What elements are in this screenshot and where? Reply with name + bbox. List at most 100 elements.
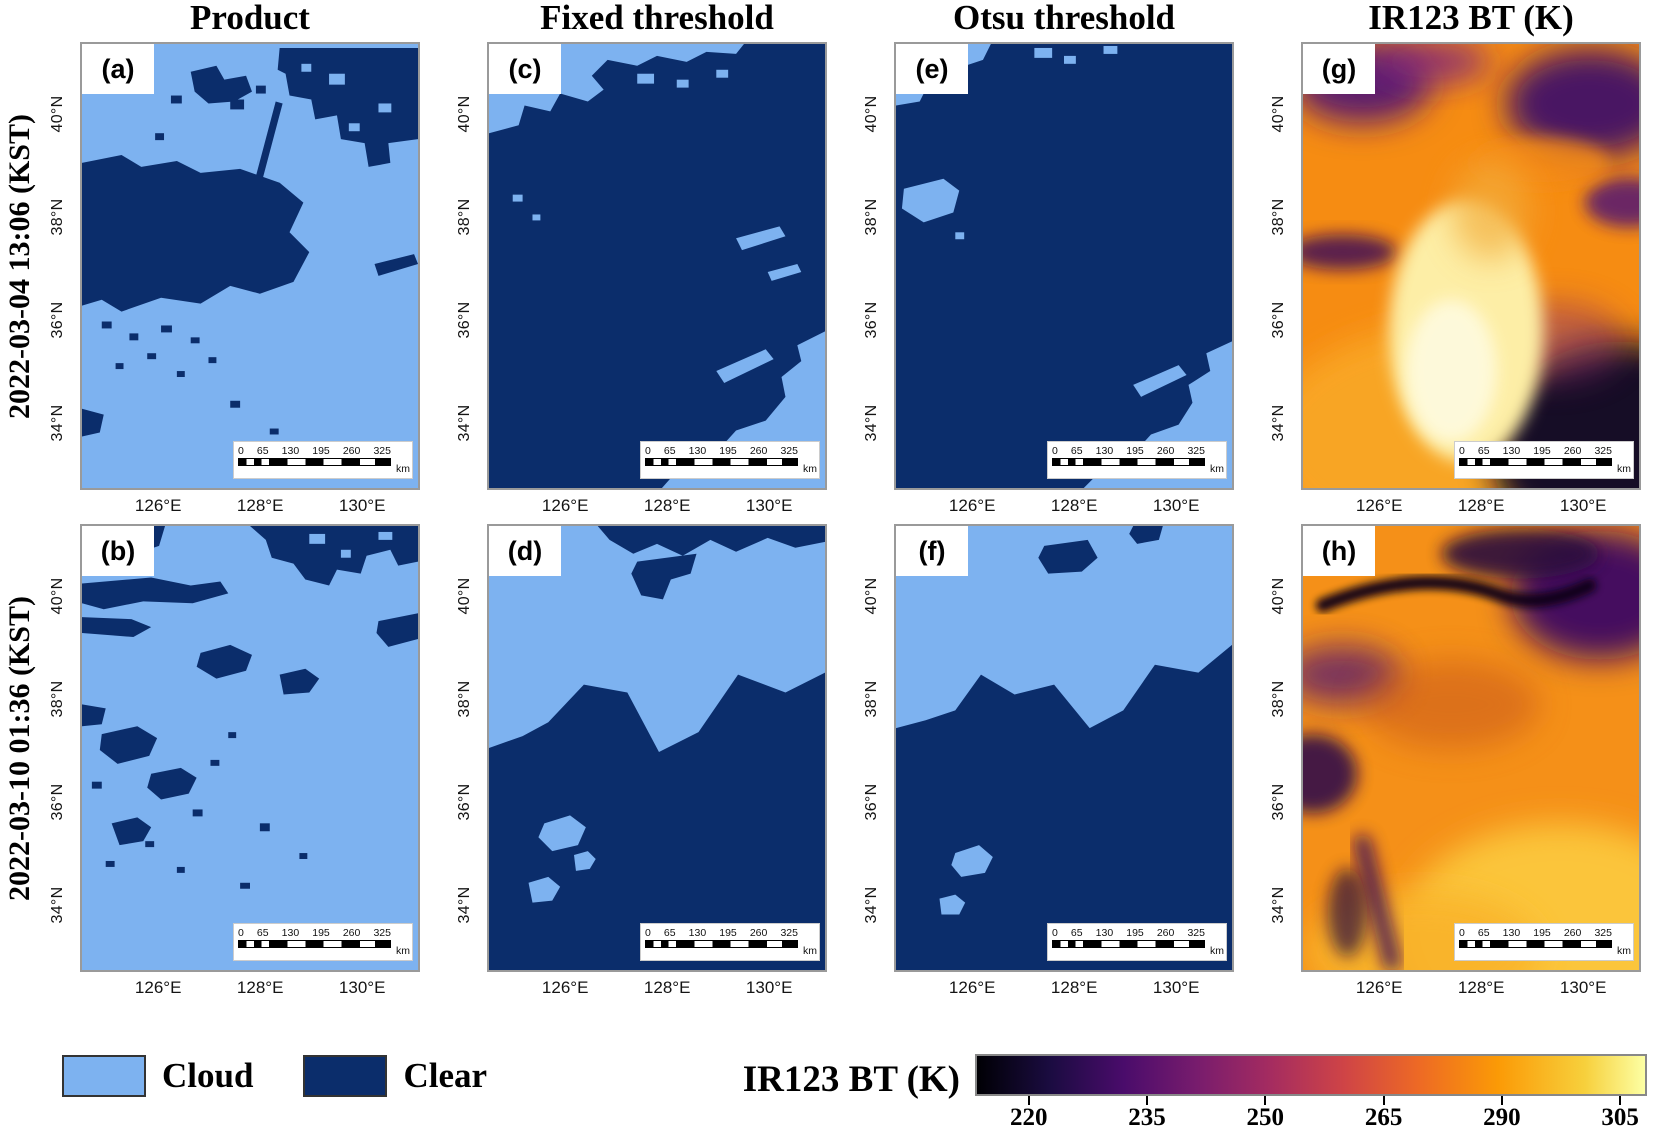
scalebar-h: 0 65 130 195 260 325 km bbox=[1454, 923, 1634, 961]
panel-d: 40°N 38°N 36°N 34°N (d) 0 65 130 195 260 325 … bbox=[443, 524, 827, 1004]
colorbar-label: IR123 BT (K) bbox=[742, 1059, 960, 1100]
x-tick-128e: 128°E bbox=[236, 496, 284, 515]
y-tick-40n: 40°N bbox=[49, 577, 66, 615]
column-title-fixed: Fixed threshold bbox=[540, 0, 774, 37]
y-tick-38n: 38°N bbox=[49, 198, 66, 236]
scalebar-bar bbox=[1459, 940, 1612, 948]
panel-label-c: (c) bbox=[489, 44, 561, 94]
cb-tick-305: 305 bbox=[1601, 1104, 1639, 1131]
panel-e-y-axis: 40°N 38°N 36°N 34°N bbox=[850, 42, 894, 490]
x-tick-126e: 126°E bbox=[134, 978, 182, 997]
scalebar-bar bbox=[645, 458, 798, 466]
scalebar-unit: km bbox=[1210, 945, 1224, 957]
y-tick-36n: 36°N bbox=[863, 783, 880, 821]
y-tick-40n: 40°N bbox=[1270, 577, 1287, 615]
map-raster-f bbox=[896, 526, 1232, 970]
map-raster-b bbox=[82, 526, 418, 970]
scalebar-unit: km bbox=[803, 463, 817, 475]
panel-g: 40°N 38°N 36°N 34°N (g) bbox=[1257, 42, 1641, 522]
scalebar-unit: km bbox=[1617, 945, 1631, 957]
x-tick-126e: 126°E bbox=[1355, 496, 1403, 515]
panel-d-y-axis: 40°N 38°N 36°N 34°N bbox=[443, 524, 487, 972]
y-tick-36n: 36°N bbox=[1270, 783, 1287, 821]
scalebar-unit: km bbox=[396, 463, 410, 475]
x-tick-126e: 126°E bbox=[541, 978, 589, 997]
x-tick-130e: 130°E bbox=[338, 978, 386, 997]
scalebar-f: 0 65 130 195 260 325 km bbox=[1047, 923, 1227, 961]
y-tick-38n: 38°N bbox=[456, 680, 473, 718]
panel-b-y-axis: 40°N 38°N 36°N 34°N bbox=[36, 524, 80, 972]
x-tick-130e: 130°E bbox=[745, 496, 793, 515]
scalebar-ticks: 0 65 130 195 260 325 bbox=[645, 445, 798, 457]
x-tick-130e: 130°E bbox=[338, 496, 386, 515]
map-raster-d bbox=[489, 526, 825, 970]
column-title-otsu: Otsu threshold bbox=[952, 0, 1176, 37]
scalebar-bar bbox=[238, 458, 391, 466]
x-tick-128e: 128°E bbox=[1050, 978, 1098, 997]
panel-a-x-axis: 126°E 128°E 130°E bbox=[80, 494, 420, 522]
y-tick-34n: 34°N bbox=[863, 404, 880, 442]
scalebar-ticks: 0 65 130 195 260 325 bbox=[1459, 927, 1612, 939]
y-tick-34n: 34°N bbox=[49, 886, 66, 924]
cb-tick-250: 250 bbox=[1246, 1104, 1285, 1131]
y-tick-34n: 34°N bbox=[456, 886, 473, 924]
panel-h-map: (h) 0 65 130 195 260 325 km bbox=[1301, 524, 1641, 972]
panel-b-x-axis: 126°E 128°E 130°E bbox=[80, 976, 420, 1004]
y-tick-36n: 36°N bbox=[863, 301, 880, 339]
panel-g-map: (g) 0 65 130 195 260 325 km bbox=[1301, 42, 1641, 490]
scalebar-g: 0 65 130 195 260 325 km bbox=[1454, 441, 1634, 479]
x-tick-130e: 130°E bbox=[1152, 496, 1200, 515]
colorbar-tick-marks bbox=[975, 1096, 1647, 1105]
y-tick-34n: 34°N bbox=[1270, 404, 1287, 442]
panel-a-map: (a) 0 65 130 195 260 325 km bbox=[80, 42, 420, 490]
x-tick-128e: 128°E bbox=[1050, 496, 1098, 515]
scalebar-ticks: 0 65 130 195 260 325 bbox=[1052, 927, 1205, 939]
scalebar-bar bbox=[1459, 458, 1612, 466]
x-tick-128e: 128°E bbox=[643, 978, 691, 997]
panel-label-b: (b) bbox=[82, 526, 154, 576]
column-title-ir123: IR123 BT (K) bbox=[1368, 0, 1574, 37]
panel-f: 40°N 38°N 36°N 34°N (f) 0 65 130 195 260 325 … bbox=[850, 524, 1234, 1004]
panel-label-f: (f) bbox=[896, 526, 968, 576]
y-tick-40n: 40°N bbox=[863, 95, 880, 133]
panel-f-map: (f) 0 65 130 195 260 325 km bbox=[894, 524, 1234, 972]
scalebar-bar bbox=[645, 940, 798, 948]
scalebar-e: 0 65 130 195 260 325 km bbox=[1047, 441, 1227, 479]
row-label-2: 2022-03-10 01:36 (KST) bbox=[0, 524, 40, 972]
y-tick-40n: 40°N bbox=[49, 95, 66, 133]
scalebar-d: 0 65 130 195 260 325 km bbox=[640, 923, 820, 961]
y-tick-36n: 36°N bbox=[49, 301, 66, 339]
panel-label-a: (a) bbox=[82, 44, 154, 94]
map-raster-c bbox=[489, 44, 825, 488]
y-tick-40n: 40°N bbox=[456, 95, 473, 133]
scalebar-ticks: 0 65 130 195 260 325 bbox=[238, 445, 391, 457]
cb-tick-265: 265 bbox=[1364, 1104, 1403, 1131]
y-tick-36n: 36°N bbox=[456, 301, 473, 339]
column-title-product: Product bbox=[190, 0, 310, 37]
panel-c-x-axis: 126°E 128°E 130°E bbox=[487, 494, 827, 522]
x-tick-130e: 130°E bbox=[1559, 496, 1607, 515]
y-tick-40n: 40°N bbox=[863, 577, 880, 615]
scalebar-unit: km bbox=[396, 945, 410, 957]
legend-label-clear: Clear bbox=[403, 1056, 488, 1095]
x-tick-130e: 130°E bbox=[745, 978, 793, 997]
panel-a: 40°N 38°N 36°N 34°N (a) 0 65 130 195 260 32 bbox=[36, 42, 420, 522]
y-tick-38n: 38°N bbox=[1270, 680, 1287, 718]
scalebar-ticks: 0 65 130 195 260 325 bbox=[238, 927, 391, 939]
panel-f-y-axis: 40°N 38°N 36°N 34°N bbox=[850, 524, 894, 972]
scalebar-bar bbox=[238, 940, 391, 948]
panel-h-x-axis: 126°E 128°E 130°E bbox=[1301, 976, 1641, 1004]
scalebar-ticks: 0 65 130 195 260 325 bbox=[1459, 445, 1612, 457]
y-tick-38n: 38°N bbox=[1270, 198, 1287, 236]
scalebar-a: 0 65 130 195 260 325 km bbox=[233, 441, 413, 479]
y-tick-36n: 36°N bbox=[1270, 301, 1287, 339]
scalebar-bar bbox=[1052, 458, 1205, 466]
map-raster-g bbox=[1303, 44, 1639, 488]
scalebar-unit: km bbox=[1617, 463, 1631, 475]
scalebar-ticks: 0 65 130 195 260 325 bbox=[645, 927, 798, 939]
panel-c-y-axis: 40°N 38°N 36°N 34°N bbox=[443, 42, 487, 490]
colorbar-gradient bbox=[975, 1054, 1647, 1096]
panel-g-y-axis: 40°N 38°N 36°N 34°N bbox=[1257, 42, 1301, 490]
panel-label-d: (d) bbox=[489, 526, 561, 576]
